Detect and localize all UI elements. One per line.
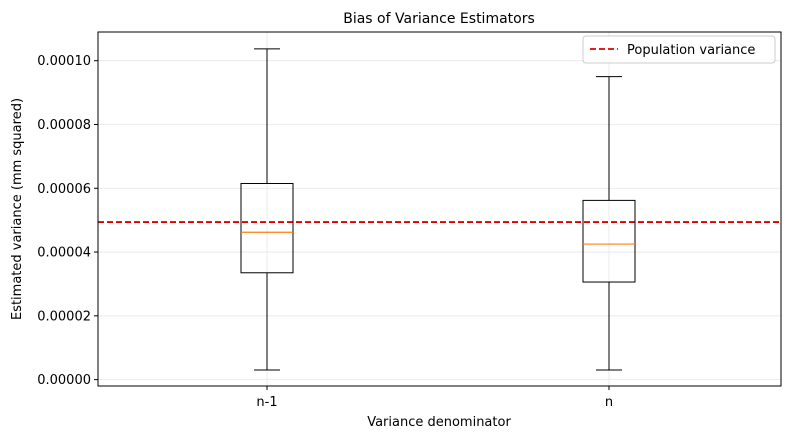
- legend: Population variance: [582, 35, 776, 64]
- y-tick-label: 0.00008: [37, 118, 91, 133]
- y-axis-ticks: 0.00000 0.00002 0.00004 0.00006 0.00008 0.000…: [37, 54, 98, 388]
- y-tick-label: 0.00006: [37, 182, 91, 197]
- y-tick-label: 0.00000: [37, 373, 91, 388]
- box-n-1: [240, 48, 294, 371]
- boxes: [240, 48, 636, 371]
- x-tick-label: n-1: [256, 395, 277, 410]
- chart-title: Bias of Variance Estimators: [343, 11, 535, 27]
- x-axis-label: Variance denominator: [367, 415, 511, 430]
- legend-label: Population variance: [627, 43, 755, 58]
- x-tick-label: n: [605, 395, 613, 410]
- y-tick-label: 0.00002: [37, 309, 91, 324]
- y-tick-label: 0.00010: [37, 54, 91, 69]
- legend-frame: [582, 35, 776, 64]
- y-tick-label: 0.00004: [37, 246, 91, 261]
- iqr-box: [582, 199, 636, 283]
- x-axis-ticks: n-1 n: [256, 386, 613, 410]
- box-n: [582, 76, 636, 371]
- iqr-box: [240, 182, 294, 274]
- grid: [98, 32, 781, 386]
- y-axis-label: Estimated variance (mm squared): [10, 98, 25, 320]
- plot-area-frame: [97, 31, 782, 387]
